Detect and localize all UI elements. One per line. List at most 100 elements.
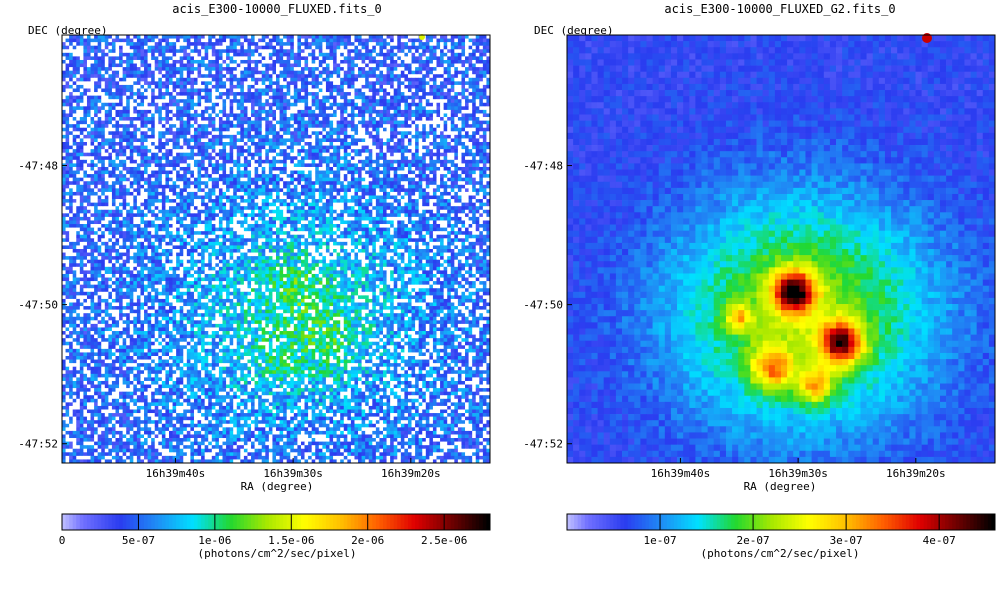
image-pixel <box>454 59 459 64</box>
image-pixel <box>272 120 277 125</box>
image-pixel <box>400 166 405 171</box>
image-pixel <box>308 166 313 171</box>
image-pixel <box>329 45 334 50</box>
image-pixel <box>154 117 159 121</box>
image-pixel <box>176 81 181 86</box>
image-pixel <box>172 81 177 86</box>
image-pixel <box>193 120 198 125</box>
image-pixel <box>179 149 184 154</box>
image-pixel <box>108 59 113 64</box>
image-pixel <box>151 109 156 114</box>
image-pixel <box>293 170 298 175</box>
image-pixel <box>411 35 416 39</box>
image-pixel <box>69 84 74 89</box>
image-pixel <box>193 156 198 161</box>
image-pixel <box>215 99 220 104</box>
image-pixel <box>79 77 84 82</box>
image-pixel <box>400 99 405 104</box>
image-pixel <box>329 95 334 100</box>
image-pixel <box>379 156 384 161</box>
image-pixel <box>318 124 323 129</box>
image-pixel <box>407 56 412 61</box>
image-pixel <box>186 63 191 68</box>
image-pixel <box>436 163 441 168</box>
image-pixel <box>172 142 177 146</box>
image-pixel <box>122 113 127 118</box>
image-pixel <box>407 38 412 43</box>
image-pixel <box>136 84 141 89</box>
image-pixel <box>83 134 88 139</box>
image-pixel <box>429 102 434 107</box>
image-pixel <box>247 99 252 104</box>
image-pixel <box>393 142 398 146</box>
image-pixel <box>400 149 405 154</box>
image-pixel <box>204 109 209 114</box>
panel1-image[interactable] <box>62 34 491 464</box>
image-pixel <box>482 113 487 118</box>
image-pixel <box>440 138 444 143</box>
image-pixel <box>283 156 288 161</box>
image-pixel <box>347 59 352 64</box>
image-pixel <box>243 106 248 111</box>
image-pixel <box>375 159 380 164</box>
image-pixel <box>243 35 248 39</box>
image-pixel <box>461 174 466 179</box>
image-pixel <box>390 142 395 146</box>
image-pixel <box>397 59 402 64</box>
image-pixel <box>361 106 366 111</box>
image-pixel <box>272 67 277 72</box>
image-pixel <box>361 120 366 125</box>
image-pixel <box>94 181 99 186</box>
image-pixel <box>154 120 159 125</box>
image-pixel <box>169 59 173 64</box>
image-pixel <box>179 145 184 150</box>
image-pixel <box>229 38 234 43</box>
image-pixel <box>333 124 337 129</box>
image-pixel <box>154 163 159 168</box>
image-pixel <box>111 99 116 104</box>
image-pixel <box>457 127 462 132</box>
image-pixel <box>475 92 480 96</box>
image-pixel <box>108 138 113 143</box>
image-pixel <box>315 67 320 72</box>
image-pixel <box>104 99 109 104</box>
image-pixel <box>379 42 384 47</box>
image-pixel <box>429 152 434 157</box>
image-pixel <box>183 124 188 129</box>
image-pixel <box>204 56 209 61</box>
image-pixel <box>144 127 148 132</box>
image-pixel <box>126 84 131 89</box>
image-pixel <box>136 102 141 107</box>
image-pixel <box>101 95 106 100</box>
image-pixel <box>336 92 341 96</box>
image-pixel <box>318 163 323 168</box>
image-pixel <box>72 127 77 132</box>
image-pixel <box>251 67 255 72</box>
image-pixel <box>350 159 355 164</box>
image-pixel <box>94 117 99 121</box>
image-pixel <box>236 77 241 82</box>
image-pixel <box>365 84 370 89</box>
image-pixel <box>129 49 134 54</box>
image-pixel <box>69 156 74 161</box>
image-pixel <box>86 131 91 136</box>
image-pixel <box>390 99 395 104</box>
image-pixel <box>172 117 177 121</box>
image-pixel <box>169 42 173 47</box>
image-pixel <box>450 177 455 182</box>
image-pixel <box>229 177 234 182</box>
image-pixel <box>354 99 359 104</box>
image-pixel <box>183 166 188 171</box>
image-pixel <box>325 131 330 136</box>
image-pixel <box>383 138 387 143</box>
image-pixel <box>240 117 245 121</box>
image-pixel <box>83 170 88 175</box>
image-pixel <box>111 159 116 164</box>
image-pixel <box>418 145 423 150</box>
image-pixel <box>161 152 166 157</box>
image-pixel <box>329 74 334 79</box>
image-pixel <box>411 63 416 68</box>
image-pixel <box>425 142 430 146</box>
image-pixel <box>119 88 123 93</box>
image-pixel <box>201 84 206 89</box>
